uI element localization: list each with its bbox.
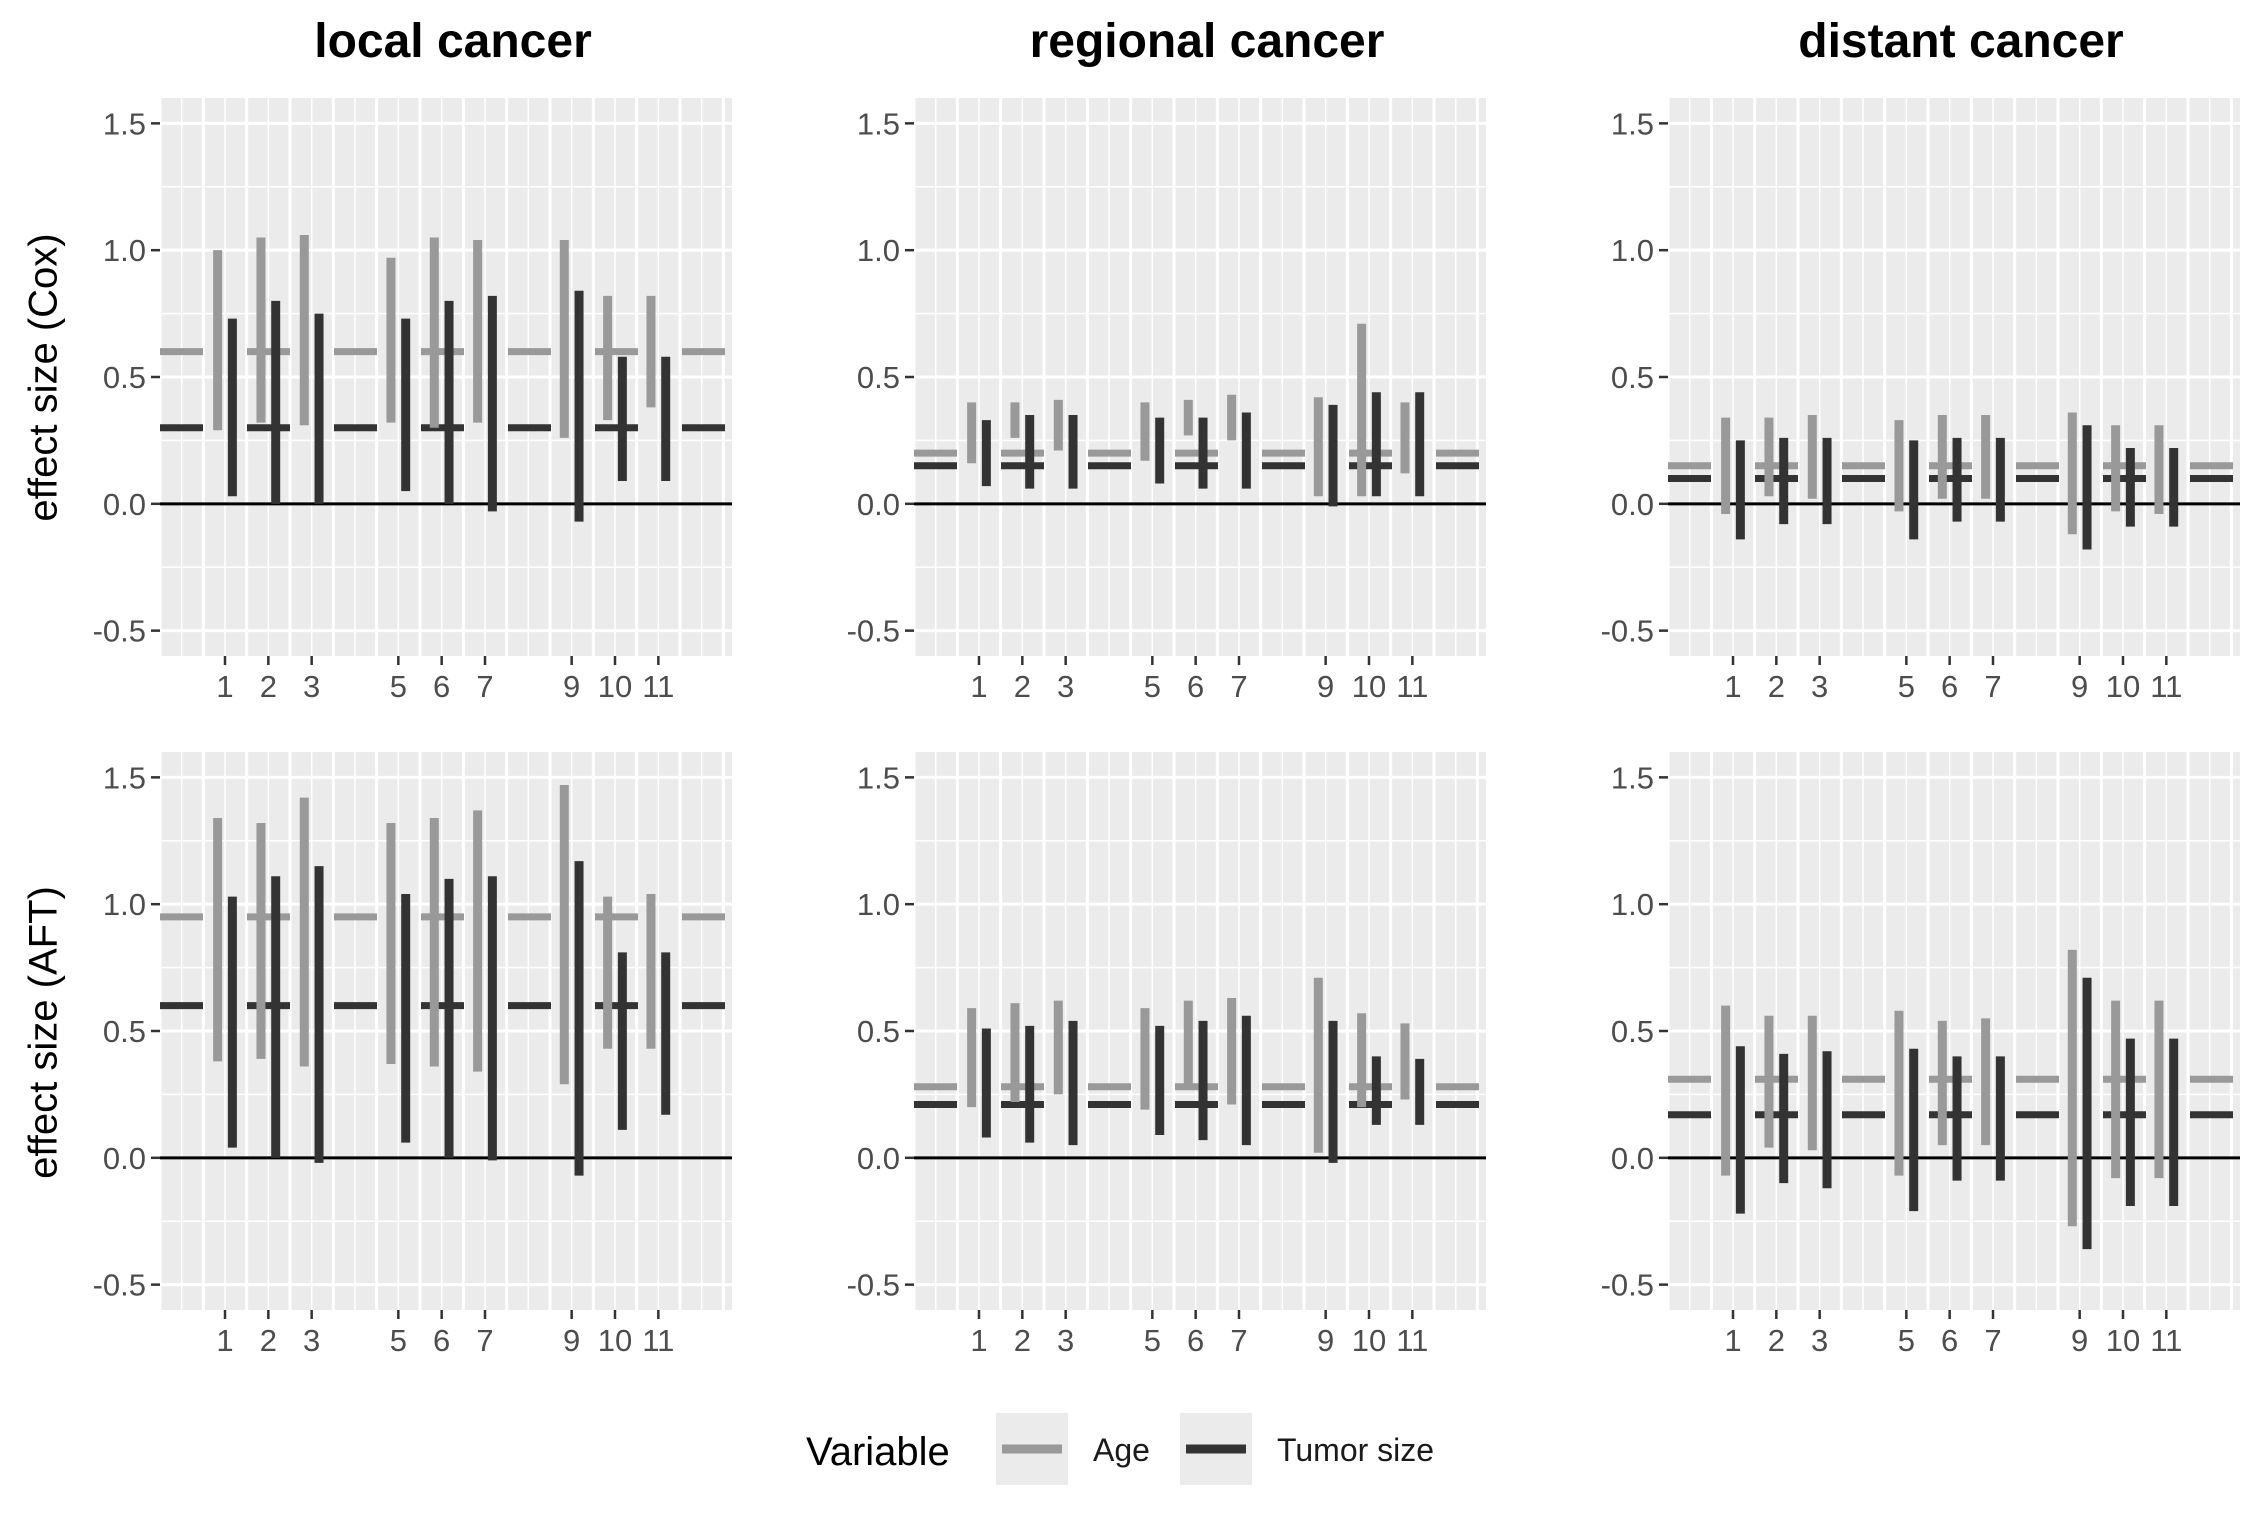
y-tick-label: -0.5: [847, 1268, 900, 1303]
y-tick-label: 0.0: [1611, 487, 1654, 522]
x-tick-label: 6: [1187, 669, 1204, 704]
y-tick-label: 0.5: [103, 360, 146, 395]
y-tick-label: -0.5: [847, 614, 900, 649]
legend-label-age: Age: [1093, 1432, 1150, 1468]
x-tick-label: 7: [1984, 1323, 2001, 1358]
x-tick-label: 5: [1898, 1323, 1915, 1358]
y-tick-label: 0.5: [103, 1014, 146, 1049]
x-tick-label: 11: [1396, 669, 1428, 704]
y-tick-label: -0.5: [1601, 614, 1654, 649]
x-tick-label: 3: [1057, 1323, 1074, 1358]
y-tick-label: 0.5: [857, 1014, 900, 1049]
x-tick-label: 7: [1230, 669, 1247, 704]
facet-grid: 1.51.00.50.0-0.51 2 3 5 6 7 9 10 111.51.00.50.0-…: [93, 98, 2240, 1358]
panel-1-2: 1.5 1.0 0.5 0.0 -0.5 1 2 3 5 6 7 9 10 11: [1601, 752, 2240, 1358]
x-tick-label: 9: [2071, 669, 2088, 704]
x-tick-label: 2: [1014, 1323, 1031, 1358]
x-tick-label: 10: [2106, 1323, 2140, 1358]
x-tick-label: 9: [1317, 669, 1334, 704]
y-tick-label: 0.0: [1611, 1141, 1654, 1176]
x-tick-label: 11: [1396, 1323, 1428, 1358]
x-tick-label: 2: [260, 1323, 277, 1358]
y-tick-label: 1.0: [103, 233, 146, 268]
y-tick-label: 1.5: [857, 106, 900, 141]
x-tick-label: 3: [303, 669, 320, 704]
x-tick-label: 10: [2106, 669, 2140, 704]
x-tick-label: 9: [2071, 1323, 2088, 1358]
y-tick-label: 1.5: [103, 106, 146, 141]
x-tick-label: 3: [1057, 669, 1074, 704]
y-tick-label: -0.5: [1601, 1268, 1654, 1303]
x-tick-label: 2: [1014, 669, 1031, 704]
y-tick-label: -0.5: [93, 1268, 146, 1303]
legend-label-tumor: Tumor size: [1277, 1432, 1434, 1468]
x-tick-label: 5: [390, 669, 407, 704]
y-tick-label: 0.0: [857, 1141, 900, 1176]
x-tick-label: 10: [1352, 1323, 1386, 1358]
y-tick-label: 1.0: [103, 887, 146, 922]
y-tick-label: 1.5: [103, 760, 146, 795]
x-tick-label: 7: [476, 669, 493, 704]
y-tick-label: 0.5: [857, 360, 900, 395]
y-tick-label: -0.5: [93, 614, 146, 649]
legend-title: Variable: [806, 1430, 950, 1474]
x-tick-label: 5: [390, 1323, 407, 1358]
x-tick-label: 1: [216, 1323, 233, 1358]
x-tick-label: 7: [1984, 669, 2001, 704]
x-tick-label: 9: [563, 669, 580, 704]
column-title-distant: distant cancer: [1798, 15, 2124, 68]
x-tick-label: 5: [1898, 669, 1915, 704]
x-tick-label: 2: [1768, 1323, 1785, 1358]
x-tick-label: 10: [1352, 669, 1386, 704]
panel-0-2: 1.5 1.0 0.5 0.0 -0.5 1 2 3 5 6 7 9 10 11: [1601, 98, 2240, 704]
panel-0-1: 1.5 1.0 0.5 0.0 -0.5 1 2 3 5 6 7 9 10 11: [847, 98, 1486, 704]
column-title-regional: regional cancer: [1029, 15, 1385, 68]
x-tick-label: 7: [476, 1323, 493, 1358]
column-title-local: local cancer: [314, 15, 592, 68]
y-tick-label: 1.5: [1611, 760, 1654, 795]
y-tick-label: 1.0: [1611, 233, 1654, 268]
panel-1-0: 1.5 1.0 0.5 0.0 -0.5 1 2 3 5 6 7 9 10 11: [93, 752, 732, 1358]
x-tick-label: 11: [642, 669, 674, 704]
x-tick-label: 2: [260, 669, 277, 704]
y-tick-label: 0.5: [1611, 360, 1654, 395]
x-tick-label: 2: [1768, 669, 1785, 704]
y-tick-label: 0.0: [857, 487, 900, 522]
x-tick-label: 6: [433, 669, 450, 704]
x-tick-label: 1: [970, 669, 987, 704]
x-tick-label: 10: [598, 1323, 632, 1358]
y-tick-label: 0.5: [1611, 1014, 1654, 1049]
x-tick-label: 9: [563, 1323, 580, 1358]
x-tick-label: 1: [1724, 669, 1741, 704]
x-tick-label: 10: [598, 669, 632, 704]
legend: Variable Age Tumor size: [806, 1413, 1434, 1485]
y-tick-label: 1.5: [1611, 106, 1654, 141]
x-tick-label: 3: [1811, 1323, 1828, 1358]
panel-1-1: 1.5 1.0 0.5 0.0 -0.5 1 2 3 5 6 7 9 10 11: [847, 752, 1486, 1358]
x-tick-label: 6: [1187, 1323, 1204, 1358]
x-tick-label: 5: [1144, 669, 1161, 704]
x-tick-label: 6: [1941, 1323, 1958, 1358]
x-tick-label: 7: [1230, 1323, 1247, 1358]
y-tick-label: 0.0: [103, 1141, 146, 1176]
panel-0-0: 1.5 1.0 0.5 0.0 -0.5 1 2 3 5 6 7 9 10 11: [93, 98, 732, 704]
x-tick-label: 5: [1144, 1323, 1161, 1358]
x-tick-label: 9: [1317, 1323, 1334, 1358]
y-tick-label: 0.0: [103, 487, 146, 522]
x-tick-label: 6: [433, 1323, 450, 1358]
x-tick-label: 3: [1811, 669, 1828, 704]
x-tick-label: 3: [303, 1323, 320, 1358]
x-tick-label: 11: [2150, 669, 2182, 704]
y-tick-label: 1.0: [1611, 887, 1654, 922]
y-tick-label: 1.0: [857, 887, 900, 922]
y-tick-label: 1.5: [857, 760, 900, 795]
x-tick-label: 1: [970, 1323, 987, 1358]
y-tick-label: 1.0: [857, 233, 900, 268]
x-tick-label: 11: [2150, 1323, 2182, 1358]
x-tick-label: 6: [1941, 669, 1958, 704]
x-tick-label: 1: [216, 669, 233, 704]
x-tick-label: 1: [1724, 1323, 1741, 1358]
x-tick-label: 11: [642, 1323, 674, 1358]
